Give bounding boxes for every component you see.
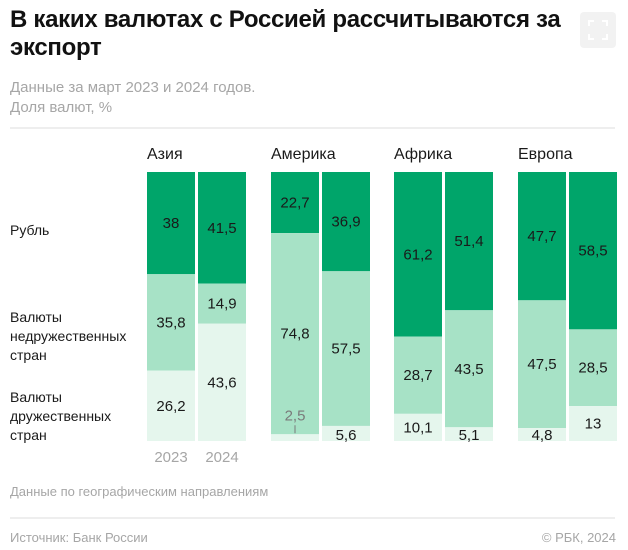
bar-segment-africa-2024-unfriendly [445, 310, 493, 428]
bar-segment-europe-2023-ruble [518, 172, 566, 301]
row-label-ruble-text: Рубль [10, 222, 50, 238]
data-label-america-2024-unfriendly: 57,5 [331, 341, 360, 358]
bar-segment-europe-2024-ruble [569, 172, 617, 330]
data-label-america-2024-ruble: 36,9 [331, 214, 360, 231]
bar-segment-america-2023-unfriendly [271, 233, 319, 435]
bar-segment-africa-2023-friendly [394, 413, 442, 441]
data-label-asia-2024-unfriendly: 14,9 [207, 296, 236, 313]
title-text: В каких валютах с Россией рассчитываются… [10, 6, 561, 61]
bar-segment-europe-2024-unfriendly [569, 329, 617, 407]
data-label-africa-2024-friendly: 5,1 [459, 427, 480, 444]
data-label-america-2023-friendly: 2,5 [285, 407, 306, 424]
bottom-divider [10, 517, 615, 519]
bar-segment-america-2023-ruble [271, 172, 319, 234]
year-label-2023: 2023 [154, 449, 188, 466]
data-label-europe-2024-unfriendly: 28,5 [578, 360, 607, 377]
row-label-friendly-line3: стран [10, 427, 47, 443]
data-label-europe-2023-ruble: 47,7 [527, 228, 556, 245]
data-label-africa-2023-friendly: 10,1 [403, 419, 432, 436]
copyright-text: © РБК, 2024 [541, 530, 616, 545]
row-label-friendly-line1: Валюты [10, 389, 62, 405]
chart-title: В каких валютах с Россией рассчитываются… [10, 6, 570, 62]
data-label-europe-2024-friendly: 13 [585, 416, 602, 433]
data-label-europe-2023-friendly: 4,8 [532, 427, 553, 444]
data-label-asia-2023-ruble: 38 [163, 215, 180, 232]
data-label-africa-2023-unfriendly: 28,7 [403, 367, 432, 384]
expand-icon [588, 20, 608, 40]
data-label-asia-2024-friendly: 43,6 [207, 374, 236, 391]
bar-segment-america-2024-unfriendly [322, 271, 370, 426]
data-label-america-2023-ruble: 22,7 [280, 195, 309, 212]
data-label-asia-2023-friendly: 26,2 [156, 398, 185, 415]
top-divider [10, 127, 615, 129]
bar-segment-asia-2023-ruble [147, 172, 195, 275]
bar-segment-america-2024-friendly [322, 425, 370, 441]
group-label-europe: Европа [518, 146, 573, 163]
bar-segment-america-2024-ruble [322, 172, 370, 272]
group-label-africa: Африка [394, 146, 453, 163]
subtitle-unit: Доля валют, % [10, 99, 113, 116]
group-label-asia: Азия [147, 146, 183, 163]
data-label-america-2024-friendly: 5,6 [336, 427, 357, 444]
bar-segment-asia-2023-unfriendly [147, 274, 195, 371]
bar-segment-asia-2024-ruble [198, 172, 246, 284]
data-label-asia-2023-unfriendly: 35,8 [156, 314, 185, 331]
expand-button[interactable] [580, 12, 616, 48]
data-label-europe-2023-unfriendly: 47,5 [527, 356, 556, 373]
row-label-unfriendly-line1: Валюты [10, 309, 62, 325]
bar-segment-europe-2023-friendly [518, 428, 566, 441]
bar-segment-africa-2024-friendly [445, 427, 493, 441]
group-label-america: Америка [271, 146, 336, 163]
data-label-america-2023-unfriendly: 74,8 [280, 326, 309, 343]
data-label-africa-2024-ruble: 51,4 [454, 233, 483, 250]
bar-segment-africa-2023-unfriendly [394, 336, 442, 414]
chart-subtitle: Данные за март 2023 и 2024 годов. Доля в… [10, 78, 255, 118]
data-label-asia-2024-ruble: 41,5 [207, 220, 236, 237]
row-label-unfriendly: Валюты недружественных стран [10, 308, 126, 365]
source-text: Источник: Банк России [10, 530, 148, 545]
bar-segment-asia-2024-friendly [198, 323, 246, 441]
row-label-friendly: Валюты дружественных стран [10, 388, 111, 445]
row-label-unfriendly-line2: недружественных [10, 328, 127, 344]
bar-segment-asia-2024-unfriendly [198, 283, 246, 324]
data-label-europe-2024-ruble: 58,5 [578, 243, 607, 260]
data-label-africa-2024-unfriendly: 43,5 [454, 361, 483, 378]
year-label-2024: 2024 [205, 449, 239, 466]
bar-segment-america-2023-friendly [271, 434, 319, 441]
row-label-unfriendly-line3: стран [10, 347, 47, 363]
bar-segment-africa-2024-ruble [445, 172, 493, 311]
bar-segment-africa-2023-ruble [394, 172, 442, 337]
geo-note: Данные по географическим направлениям [10, 484, 269, 499]
bar-segment-europe-2023-unfriendly [518, 300, 566, 429]
data-label-africa-2023-ruble: 61,2 [403, 246, 432, 263]
row-label-ruble: Рубль [10, 221, 49, 240]
bar-segment-asia-2023-friendly [147, 370, 195, 441]
subtitle-period: Данные за март 2023 и 2024 годов. [10, 79, 256, 96]
row-label-friendly-line2: дружественных [10, 408, 112, 424]
bar-segment-europe-2024-friendly [569, 406, 617, 441]
